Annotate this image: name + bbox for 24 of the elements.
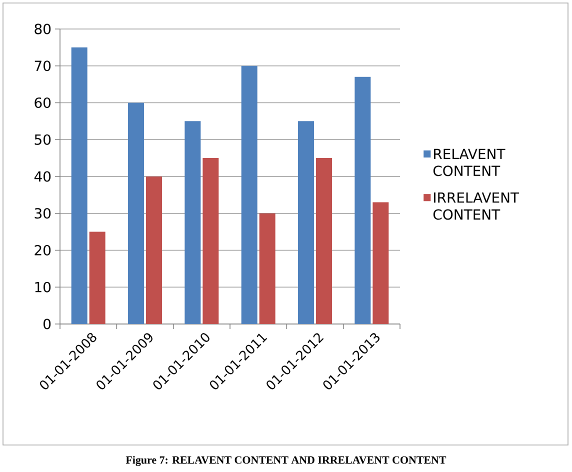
bar — [71, 47, 88, 324]
y-tick-label: 20 — [34, 244, 51, 256]
bar — [372, 202, 389, 324]
bar — [202, 158, 219, 324]
y-tick-label: 40 — [34, 171, 51, 182]
y-tick-label: 30 — [34, 208, 51, 219]
y-tick-label: 10 — [35, 282, 51, 292]
caption: Figure 7: RELAVENT CONTENT AND IRRELAVENT CONTENT — [126, 456, 446, 466]
y-tick-label: 60 — [34, 97, 51, 108]
bar — [298, 121, 314, 324]
bar — [184, 121, 201, 324]
bar — [259, 213, 276, 324]
legend-label: RELAVENT CONTENT — [433, 148, 506, 176]
bar — [89, 232, 106, 324]
legend-label: IRRELAVENT CONTENT — [433, 192, 520, 220]
bar — [128, 102, 144, 324]
y-tick-label: 80 — [34, 24, 51, 34]
bar — [316, 158, 332, 324]
y-tick-label: 70 — [34, 60, 51, 72]
bar — [146, 176, 162, 324]
bar — [354, 76, 371, 324]
y-tick-label: 50 — [34, 134, 51, 145]
y-tick-label: 0 — [44, 318, 51, 330]
bar — [241, 66, 258, 324]
